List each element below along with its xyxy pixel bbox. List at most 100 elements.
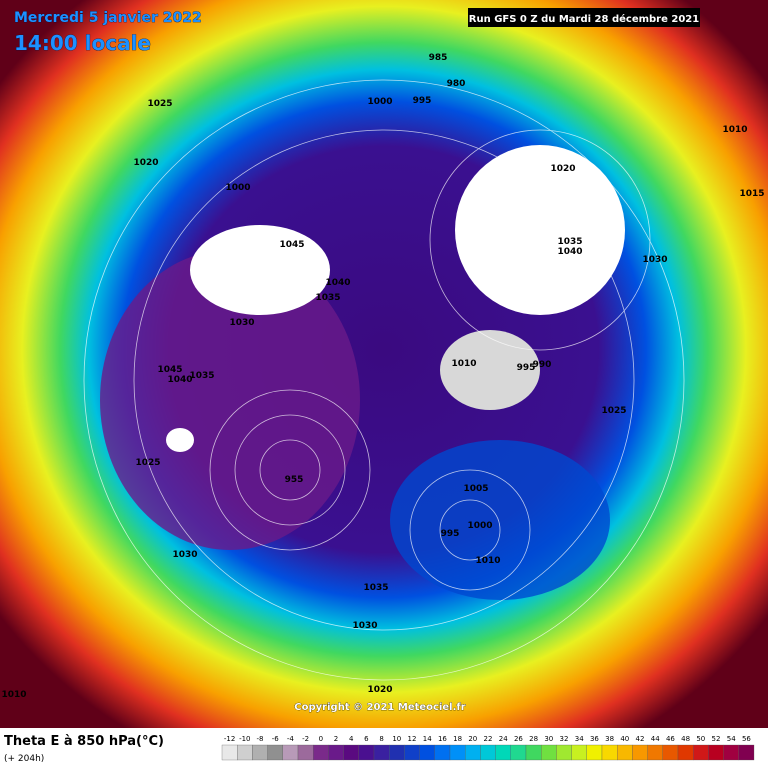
- cold-region: [100, 250, 360, 550]
- scale-swatch: [465, 744, 481, 761]
- scale-label: 12: [408, 735, 417, 743]
- pressure-label: 990: [533, 360, 552, 370]
- scale-label: 50: [696, 735, 705, 743]
- scale-swatch: [221, 744, 238, 761]
- scale-swatch: [723, 744, 739, 761]
- pressure-label: 1030: [229, 318, 254, 328]
- pressure-label: 1040: [557, 247, 582, 257]
- pressure-label: 1035: [363, 583, 388, 593]
- snow-region: [440, 330, 540, 410]
- scale-label: 52: [712, 735, 721, 743]
- pressure-label: 1040: [167, 375, 192, 385]
- pressure-label: 1020: [550, 164, 575, 174]
- pressure-label: 1040: [325, 278, 350, 288]
- legend-subtitle: (+ 204h): [4, 754, 44, 764]
- pressure-label: 980: [447, 79, 466, 89]
- time: 14:00 locale: [14, 31, 151, 55]
- scale-swatch: [419, 744, 435, 761]
- scale-swatch: [328, 744, 344, 761]
- scale-swatch: [601, 744, 618, 761]
- scale-label: -2: [302, 735, 309, 743]
- scale-swatch: [571, 744, 587, 761]
- scale-swatch: [708, 744, 724, 761]
- pressure-label: 1025: [601, 406, 626, 416]
- pressure-label: 1035: [557, 237, 582, 247]
- scale-label: -6: [272, 735, 280, 743]
- scale-swatch: [389, 744, 405, 761]
- run-info: Run GFS 0 Z du Mardi 28 décembre 2021: [469, 13, 699, 25]
- scale-label: -12: [224, 735, 235, 743]
- pressure-label: 1035: [189, 371, 214, 381]
- pressure-label: 1035: [315, 293, 340, 303]
- pressure-label: 1025: [135, 458, 160, 468]
- legend-title: Theta E à 850 hPa(°C): [4, 734, 164, 749]
- scale-label: 8: [379, 735, 383, 743]
- scale-label: -8: [257, 735, 264, 743]
- scale-swatch: [237, 744, 253, 761]
- scale-swatch: [313, 744, 329, 761]
- copyright: Copyright © 2021 Meteociel.fr: [294, 702, 465, 713]
- snow-region: [455, 145, 625, 315]
- scale-label: 56: [742, 735, 751, 743]
- scale-swatch: [693, 744, 709, 761]
- scale-label: 14: [423, 735, 432, 743]
- pressure-label: 1045: [157, 365, 182, 375]
- scale-label: 44: [651, 735, 660, 743]
- pressure-label: 1030: [642, 255, 667, 265]
- scale-swatch: [677, 744, 694, 761]
- scale-label: 46: [666, 735, 675, 743]
- scale-swatch: [297, 744, 314, 761]
- scale-label: 40: [620, 735, 629, 743]
- pressure-label: 1025: [147, 99, 172, 109]
- scale-label: 4: [349, 735, 354, 743]
- date: Mercredi 5 janvier 2022: [14, 10, 202, 26]
- pressure-label: 1010: [451, 359, 476, 369]
- pressure-label: 1015: [739, 189, 764, 199]
- scale-label: 22: [484, 735, 493, 743]
- pressure-label: 995: [517, 363, 536, 373]
- scale-label: 10: [392, 735, 401, 743]
- map: [0, 0, 768, 728]
- scale-swatch: [617, 744, 633, 761]
- scale-swatch: [541, 744, 557, 761]
- scale-swatch: [510, 744, 527, 761]
- snow-region: [190, 225, 330, 315]
- scale-swatch: [358, 744, 375, 761]
- pressure-label: 955: [285, 475, 304, 485]
- scale-label: 42: [636, 735, 645, 743]
- pressure-label: 1010: [1, 690, 26, 700]
- pressure-label: 985: [429, 53, 448, 63]
- pressure-label: 995: [441, 529, 460, 539]
- scale-label: 2: [334, 735, 338, 743]
- scale-swatch: [434, 744, 451, 761]
- scale-swatch: [267, 744, 283, 761]
- scale-label: -4: [287, 735, 295, 743]
- scale-swatch: [252, 744, 268, 761]
- scale-label: 16: [438, 735, 447, 743]
- scale-swatch: [282, 744, 299, 761]
- pressure-label: 1020: [367, 685, 392, 695]
- scale-swatch: [449, 744, 466, 761]
- scale-label: 32: [560, 735, 569, 743]
- scale-label: 26: [514, 735, 523, 743]
- scale-swatch: [647, 744, 663, 761]
- pressure-label: 1010: [722, 125, 747, 135]
- isobars: [83, 79, 685, 681]
- scale-label: 0: [319, 735, 323, 743]
- pressure-label: 1005: [463, 484, 488, 494]
- pressure-label: 995: [413, 96, 432, 106]
- scale-label: 54: [727, 735, 736, 743]
- snow-region: [166, 428, 194, 452]
- pressure-label: 1020: [133, 158, 158, 168]
- pressure-label: 1010: [475, 556, 500, 566]
- scale-swatch: [343, 744, 359, 761]
- scale-swatch: [373, 744, 390, 761]
- scale-swatch: [586, 744, 603, 761]
- pressure-label: 1000: [225, 183, 250, 193]
- scale-label: 30: [544, 735, 553, 743]
- scale-label: 34: [575, 735, 584, 743]
- scale-swatch: [480, 744, 496, 761]
- run-box: [468, 8, 700, 27]
- scale-label: 28: [529, 735, 538, 743]
